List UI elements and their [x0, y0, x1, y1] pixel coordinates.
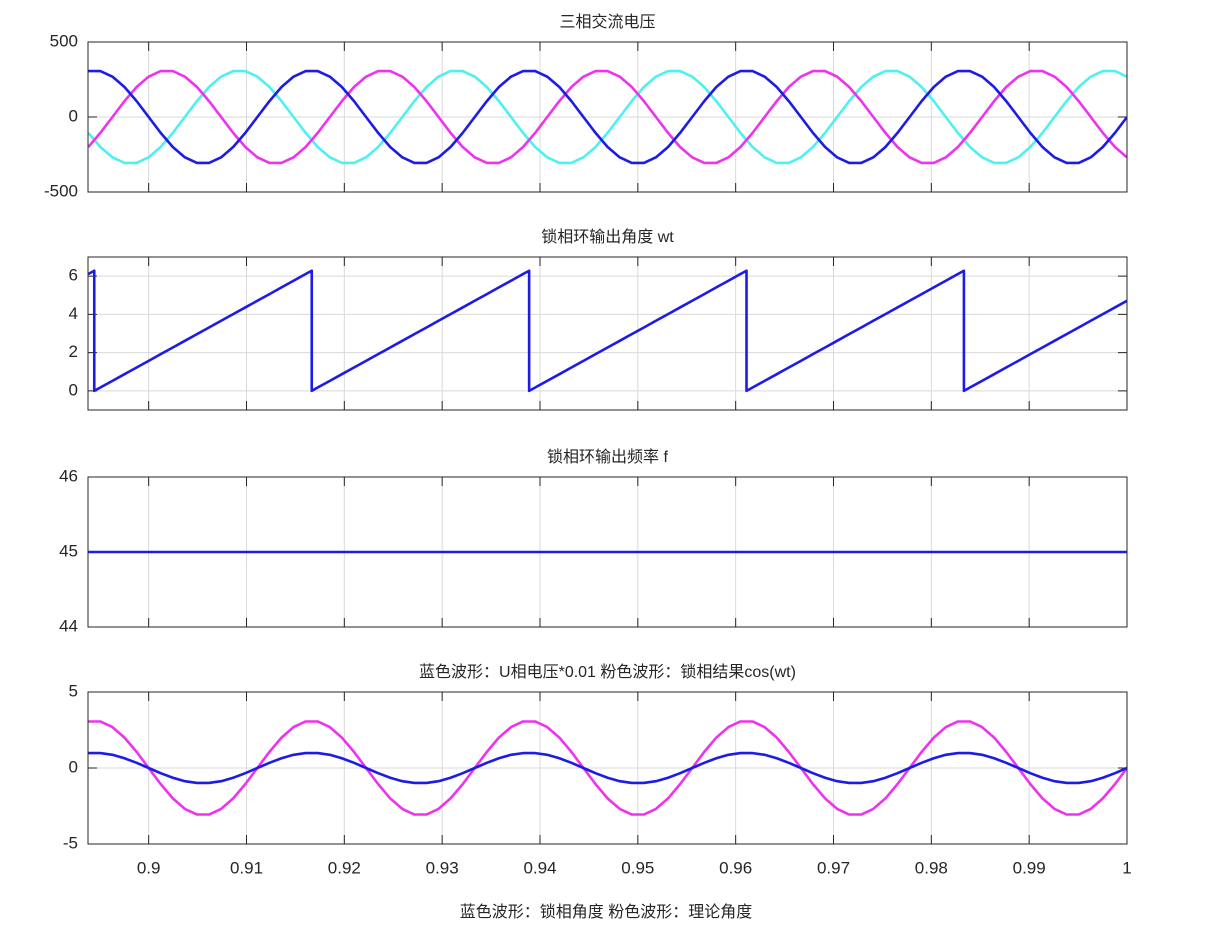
plot-area [88, 257, 1127, 410]
y-tick-label: 0 [69, 757, 78, 776]
x-tick-label: 0.97 [817, 858, 850, 877]
x-tick-label: 0.95 [621, 858, 654, 877]
y-tick-label: 45 [59, 541, 78, 560]
y-tick-label: 0 [69, 106, 78, 125]
x-tick-label: 0.91 [230, 858, 263, 877]
series-line [88, 720, 1127, 816]
y-tick-label: -5 [63, 833, 78, 852]
x-tick-label: 0.99 [1013, 858, 1046, 877]
y-tick-label: 44 [59, 616, 78, 635]
axes-box [87, 476, 1128, 628]
x-tick-label: 0.92 [328, 858, 361, 877]
axes-box [87, 256, 1128, 411]
series-line [88, 269, 1127, 393]
series-line [88, 69, 1127, 165]
series-group [88, 720, 1127, 816]
y-tick-label: 4 [69, 304, 78, 323]
subplot-title: 三相交流电压 [559, 13, 655, 31]
subplot: 蓝色波形：U相电压*0.01 粉色波形：锁相结果cos(wt) 0.9 0.91 0.… [63, 663, 1132, 877]
subplot-title: 锁相环输出角度 wt [541, 228, 674, 246]
x-tick-label: 0.9 [137, 858, 161, 877]
x-tick-label: 1 [1122, 858, 1131, 877]
y-tick-label: 5 [69, 681, 78, 700]
y-tick-label: 46 [59, 466, 78, 485]
y-tick-label: 500 [50, 31, 78, 50]
subplot-title: 蓝色波形：U相电压*0.01 粉色波形：锁相结果cos(wt) [419, 663, 796, 681]
axes-box [87, 41, 1128, 193]
subplot: 锁相环输出频率 f 44 45 46 [59, 448, 1128, 635]
y-tick-label: 0 [69, 380, 78, 399]
series-line [88, 69, 1127, 165]
series-line [88, 751, 1127, 785]
series-group [88, 269, 1127, 393]
caption: 蓝色波形：锁相角度 粉色波形：理论角度 [460, 903, 752, 921]
y-tick-label: 2 [69, 342, 78, 361]
x-tick-label: 0.96 [719, 858, 752, 877]
series-group [88, 69, 1127, 165]
x-tick-label: 0.93 [426, 858, 459, 877]
subplot: 锁相环输出角度 wt 0 2 4 6 [69, 228, 1128, 411]
y-tick-label: -500 [44, 181, 78, 200]
subplot: 三相交流电压 -500 0 500 [44, 13, 1128, 200]
axes-box [87, 691, 1128, 845]
series-line [88, 69, 1127, 165]
subplot-title: 锁相环输出频率 f [547, 448, 668, 466]
y-tick-label: 6 [69, 266, 78, 285]
x-tick-label: 0.98 [915, 858, 948, 877]
x-tick-label: 0.94 [523, 858, 556, 877]
